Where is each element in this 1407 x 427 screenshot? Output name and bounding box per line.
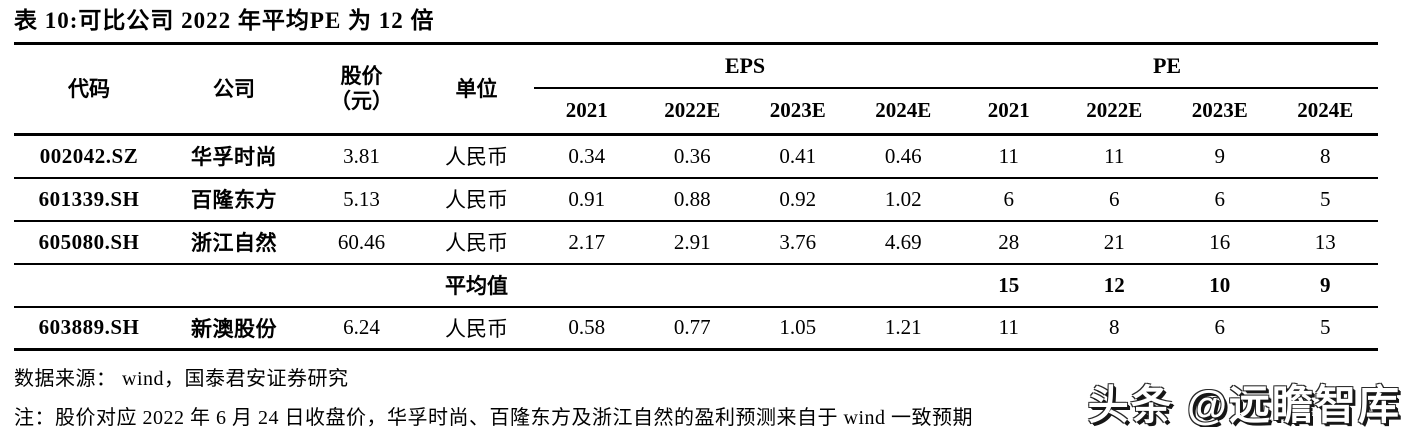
eps-value-2022e: 0.77 bbox=[673, 315, 711, 340]
company-name: 浙江自然 bbox=[191, 231, 277, 256]
stock-price: 60.46 bbox=[337, 229, 386, 254]
stock-price: 3.81 bbox=[343, 143, 380, 168]
pe-value-2023e: 6 bbox=[1214, 186, 1226, 211]
eps-value-2024e: 0.46 bbox=[884, 143, 922, 168]
pe-value-2024e: 9 bbox=[1320, 272, 1331, 297]
stock-price bbox=[304, 265, 419, 306]
eps-value-2024e: 1.02 bbox=[884, 186, 922, 211]
header-pe-2022e: 2022E bbox=[1086, 98, 1143, 123]
header-group-pe: PE bbox=[956, 45, 1378, 89]
pe-value-2022e: 21 bbox=[1103, 229, 1125, 254]
pe-value-2024e: 8 bbox=[1320, 143, 1331, 168]
table-header: 代码 公司 股价 （元） 单位 EPS PE 2021 2022E 2023E … bbox=[14, 45, 1378, 136]
eps-value-2022e: 0.36 bbox=[673, 143, 711, 168]
header-eps-2022e: 2022E bbox=[664, 98, 721, 123]
eps-value-2021: 2.17 bbox=[568, 229, 606, 254]
header-pe-2021: 2021 bbox=[987, 98, 1030, 123]
eps-value-2024e: 4.69 bbox=[884, 229, 922, 254]
pe-value-2021: 11 bbox=[998, 315, 1019, 340]
eps-value-2022e: 2.91 bbox=[673, 229, 711, 254]
currency-unit: 人民币 bbox=[445, 145, 508, 170]
eps-value-2023e: 0.41 bbox=[779, 143, 817, 168]
header-eps-2023e: 2023E bbox=[769, 98, 826, 123]
table-title: 表 10:可比公司 2022 年平均PE 为 12 倍 bbox=[14, 7, 1378, 45]
header-price-line2: （元） bbox=[330, 88, 393, 113]
eps-value-2021 bbox=[534, 265, 640, 306]
header-pe-2023e: 2023E bbox=[1191, 98, 1248, 123]
eps-value-2021: 0.58 bbox=[568, 315, 606, 340]
data-source-note: 数据来源： wind，国泰君安证券研究 bbox=[14, 367, 349, 390]
pe-value-2023e: 9 bbox=[1214, 143, 1226, 168]
pe-value-2021: 15 bbox=[998, 272, 1020, 297]
eps-value-2024e: 1.21 bbox=[884, 315, 922, 340]
eps-value-2023e bbox=[745, 265, 851, 306]
eps-value-2022e: 0.88 bbox=[673, 186, 711, 211]
header-eps-2021: 2021 bbox=[565, 98, 608, 123]
company-name: 华孚时尚 bbox=[191, 145, 277, 170]
eps-value-2023e: 0.92 bbox=[779, 186, 817, 211]
eps-value-2023e: 1.05 bbox=[779, 315, 817, 340]
pe-value-2021: 6 bbox=[1003, 186, 1015, 211]
eps-value-2023e: 3.76 bbox=[779, 229, 817, 254]
header-pe-2024e: 2024E bbox=[1297, 98, 1354, 123]
pe-value-2024e: 13 bbox=[1314, 229, 1336, 254]
table-row: 002042.SZ 华孚时尚 3.81 人民币 0.34 0.36 0.41 0.46 11 11… bbox=[14, 136, 1378, 179]
eps-value-2024e bbox=[851, 265, 957, 306]
header-eps-2024e: 2024E bbox=[875, 98, 932, 123]
eps-value-2021: 0.34 bbox=[568, 143, 606, 168]
pe-value-2024e: 5 bbox=[1320, 186, 1331, 211]
pe-comparison-table: 代码 公司 股价 （元） 单位 EPS PE 2021 2022E 2023E … bbox=[14, 45, 1378, 351]
header-group-eps: EPS bbox=[534, 45, 956, 89]
header-price-line1: 股价 bbox=[340, 64, 383, 89]
company-name bbox=[164, 265, 304, 306]
toutiao-watermark: 头条 @远瞻智库 bbox=[1087, 382, 1401, 427]
pe-value-2021: 11 bbox=[998, 143, 1019, 168]
table-row: 603889.SH 新澳股份 6.24 人民币 0.58 0.77 1.05 1.21 11 8 6… bbox=[14, 308, 1378, 351]
stock-code: 605080.SH bbox=[38, 229, 140, 254]
pe-value-2022e: 11 bbox=[1104, 143, 1125, 168]
table-row-average: 平均值 15 12 10 9 bbox=[14, 265, 1378, 308]
average-label: 平均值 bbox=[445, 274, 508, 299]
pe-value-2021: 28 bbox=[998, 229, 1020, 254]
currency-unit: 人民币 bbox=[445, 231, 508, 256]
stock-code bbox=[14, 265, 164, 306]
currency-unit: 人民币 bbox=[445, 316, 508, 341]
header-price: 股价 （元） bbox=[304, 45, 419, 133]
pe-value-2022e: 8 bbox=[1109, 315, 1120, 340]
header-company: 公司 bbox=[213, 76, 255, 101]
table-body: 002042.SZ 华孚时尚 3.81 人民币 0.34 0.36 0.41 0.46 11 11… bbox=[14, 136, 1378, 351]
pe-value-2023e: 16 bbox=[1209, 229, 1231, 254]
stock-code: 601339.SH bbox=[38, 186, 140, 211]
currency-unit: 人民币 bbox=[445, 188, 508, 213]
company-name: 百隆东方 bbox=[191, 188, 277, 213]
stock-code: 603889.SH bbox=[38, 315, 140, 340]
pe-value-2022e: 12 bbox=[1103, 272, 1125, 297]
header-code: 代码 bbox=[68, 76, 110, 101]
company-name: 新澳股份 bbox=[191, 316, 277, 341]
stock-price: 5.13 bbox=[343, 186, 380, 211]
header-unit: 单位 bbox=[455, 76, 498, 101]
stock-price: 6.24 bbox=[343, 315, 380, 340]
footnote: 注：股价对应 2022 年 6 月 24 日收盘价，华孚时尚、百隆东方及浙江自然… bbox=[14, 406, 973, 427]
table-row: 605080.SH 浙江自然 60.46 人民币 2.17 2.91 3.76 4.69 28 2… bbox=[14, 222, 1378, 265]
pe-value-2022e: 6 bbox=[1109, 186, 1120, 211]
eps-value-2021: 0.91 bbox=[568, 186, 606, 211]
pe-value-2023e: 10 bbox=[1209, 272, 1231, 297]
pe-value-2024e: 5 bbox=[1320, 315, 1331, 340]
eps-value-2022e bbox=[640, 265, 746, 306]
table-row: 601339.SH 百隆东方 5.13 人民币 0.91 0.88 0.92 1.02 6 6 6 5 bbox=[14, 179, 1378, 222]
pe-value-2023e: 6 bbox=[1214, 315, 1226, 340]
stock-code: 002042.SZ bbox=[39, 143, 139, 168]
